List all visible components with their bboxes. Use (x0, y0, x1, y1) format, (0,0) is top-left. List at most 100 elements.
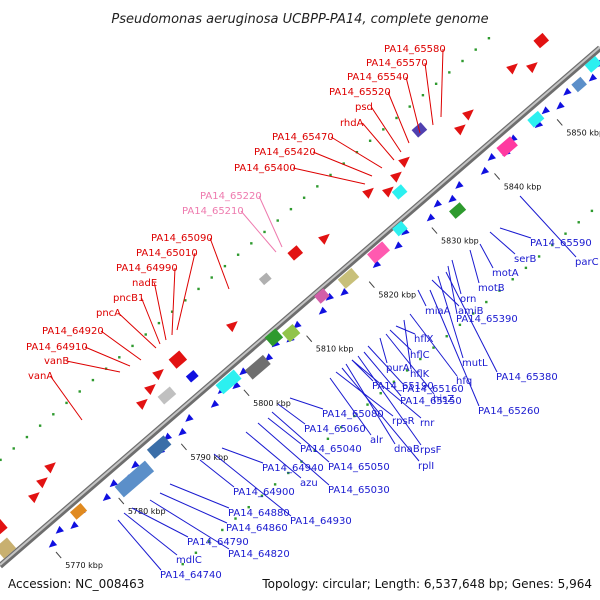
reverse-gene-label: PA14_65150 (400, 396, 462, 407)
forward-gene-block (533, 32, 550, 49)
label-leader-line (424, 62, 434, 126)
reverse-gene-block (69, 503, 88, 520)
reverse-gene-arrow (563, 87, 572, 96)
reverse-gene-arrow (340, 288, 349, 296)
forward-gene-arrow (454, 124, 466, 136)
reverse-gene-arrow (48, 539, 58, 548)
reverse-gene-block (367, 241, 391, 264)
reverse-gene-label: PA14_64790 (187, 537, 249, 548)
label-leader-line (409, 313, 458, 377)
guide-dot (524, 266, 528, 270)
reverse-gene-label: amiB (458, 306, 484, 317)
forward-gene-arrow (318, 233, 330, 245)
reverse-gene-arrow (293, 320, 302, 329)
forward-gene-label: PA14_65570 (366, 58, 428, 69)
label-leader-line (123, 512, 178, 556)
reverse-gene-label: PA14_65590 (530, 238, 592, 249)
kbp-tick-mark (180, 443, 187, 451)
reverse-gene-block (584, 56, 600, 73)
guide-dot (260, 494, 264, 497)
kbp-tick-label: 5770 kbp (65, 561, 103, 570)
forward-gene-label: PA14_65420 (254, 147, 316, 158)
guide-dot (405, 369, 409, 372)
reverse-gene-block (392, 220, 408, 237)
reverse-gene-arrow (448, 194, 457, 203)
reverse-gene-block (258, 272, 272, 286)
label-leader-line (447, 265, 458, 315)
label-leader-line (149, 499, 230, 550)
label-leader-line (199, 459, 235, 488)
reverse-gene-label: PA14_65260 (478, 406, 540, 417)
label-leader-line (417, 289, 427, 307)
label-leader-line (312, 151, 373, 177)
forward-gene-arrow (144, 383, 156, 395)
guide-dot (577, 221, 580, 224)
forward-gene-arrow (28, 492, 40, 504)
label-leader-line (289, 397, 324, 410)
forward-gene-label: vanB (44, 356, 69, 367)
guide-dot (421, 93, 425, 97)
guide-dot (276, 219, 279, 222)
reverse-gene-label: PA14_64940 (262, 463, 324, 474)
reverse-gene-label: PA14_64740 (160, 570, 222, 581)
reverse-gene-block (244, 354, 271, 380)
guide-dot (170, 310, 174, 313)
forward-gene-label: PA14_65010 (136, 248, 198, 259)
label-leader-lines (49, 48, 577, 571)
guide-dot (236, 253, 240, 256)
forward-gene-arrow (526, 62, 538, 74)
reverse-gene-block (391, 184, 408, 200)
label-leader-line (387, 91, 410, 144)
reverse-gene-label: dnaB (394, 444, 420, 455)
forward-gene-label: nadE (132, 278, 157, 289)
forward-gene-label: PA14_65580 (384, 44, 446, 55)
label-leader-line (405, 76, 421, 134)
label-leader-line (245, 431, 302, 479)
reverse-gene-label: rplI (418, 461, 434, 472)
label-leader-line (489, 231, 516, 255)
reverse-gene-block (185, 369, 199, 383)
label-leader-line (221, 447, 264, 464)
reverse-gene-block (496, 136, 518, 158)
label-leader-line (118, 312, 157, 349)
reverse-gene-label: mutL (462, 358, 488, 369)
reverse-gene-label: PA14_65160 (402, 384, 464, 395)
label-leader-line (257, 422, 330, 486)
forward-gene-label: vanA (28, 371, 53, 382)
reverse-gene-arrow (325, 292, 334, 301)
label-leader-line (440, 48, 444, 118)
guide-dot (366, 403, 369, 406)
kbp-tick-label: 5810 kbp (316, 345, 354, 354)
label-leader-line (153, 282, 167, 341)
reverse-gene-arrow (394, 241, 403, 250)
reverse-gene-label: orn (460, 294, 476, 305)
reverse-gene-arrow (239, 367, 248, 376)
guide-dot (207, 540, 211, 543)
guide-dot (273, 483, 277, 486)
forward-gene-arrow (362, 187, 374, 199)
guide-dot (355, 150, 359, 154)
reverse-gene-arrow (210, 399, 220, 408)
guide-dot (419, 357, 422, 361)
guide-dot (210, 276, 213, 279)
reverse-gene-arrow (264, 353, 274, 362)
label-leader-line (351, 359, 374, 382)
guide-dot (118, 356, 121, 359)
label-leader-line (469, 249, 480, 284)
reverse-gene-label: parC (575, 257, 599, 268)
reverse-gene-label: hflK (410, 369, 430, 380)
genome-summary-text: Topology: circular; Length: 6,537,648 bp… (261, 577, 592, 591)
forward-gene-arrow (398, 156, 410, 168)
guide-dot (250, 242, 253, 245)
kbp-tick-mark (118, 497, 125, 505)
guide-dot (38, 424, 42, 427)
label-leader-line (341, 367, 420, 462)
reverse-gene-arrow (556, 101, 565, 110)
reverse-gene-block (114, 460, 155, 498)
kbp-tick-mark (243, 389, 250, 397)
kbp-tick-label: 5840 kbp (504, 183, 542, 192)
label-leader-line (84, 346, 131, 367)
map-title: Pseudomonas aeruginosa UCBPP-PA14, compl… (111, 12, 488, 27)
